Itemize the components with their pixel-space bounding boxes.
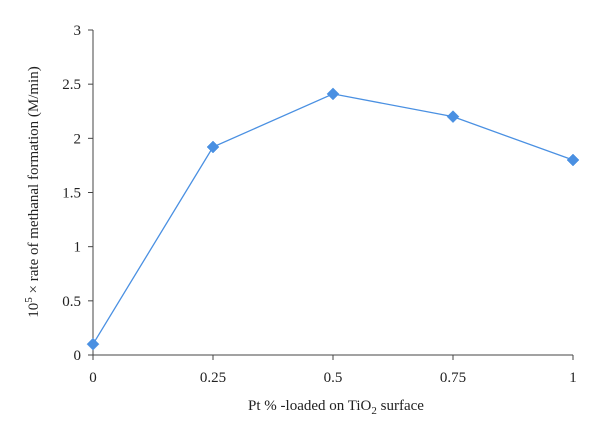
y-tick-label: 0.5 [62, 294, 81, 310]
y-axis: 0 0.5 1 1.5 2 2.5 3 [62, 23, 94, 364]
data-point-marker [566, 153, 580, 167]
y-tick-label: 1 [74, 240, 82, 256]
x-tick-label: 0.25 [200, 370, 226, 386]
y-tick-label: 2.5 [62, 77, 81, 93]
y-axis-title: 105 × rate of methanal formation (M/min) [23, 66, 42, 317]
data-point-marker [86, 337, 100, 351]
y-tick-label: 0 [74, 348, 82, 364]
x-tick-label: 1 [569, 370, 577, 386]
series-group [86, 87, 580, 351]
x-tick-label: 0 [89, 370, 97, 386]
x-axis: 0 0.25 0.5 0.75 1 [89, 354, 577, 386]
x-tick-label: 0.75 [440, 370, 466, 386]
y-tick-label: 1.5 [62, 186, 81, 202]
data-point-marker [326, 87, 340, 101]
data-point-marker [206, 140, 220, 154]
x-tick-label: 0.5 [324, 370, 343, 386]
series-line [92, 93, 574, 345]
data-point-marker [446, 110, 460, 124]
y-tick-label: 3 [74, 23, 82, 39]
y-tick-label: 2 [74, 131, 82, 147]
x-axis-title: Pt % -loaded on TiO2 surface [248, 398, 424, 417]
